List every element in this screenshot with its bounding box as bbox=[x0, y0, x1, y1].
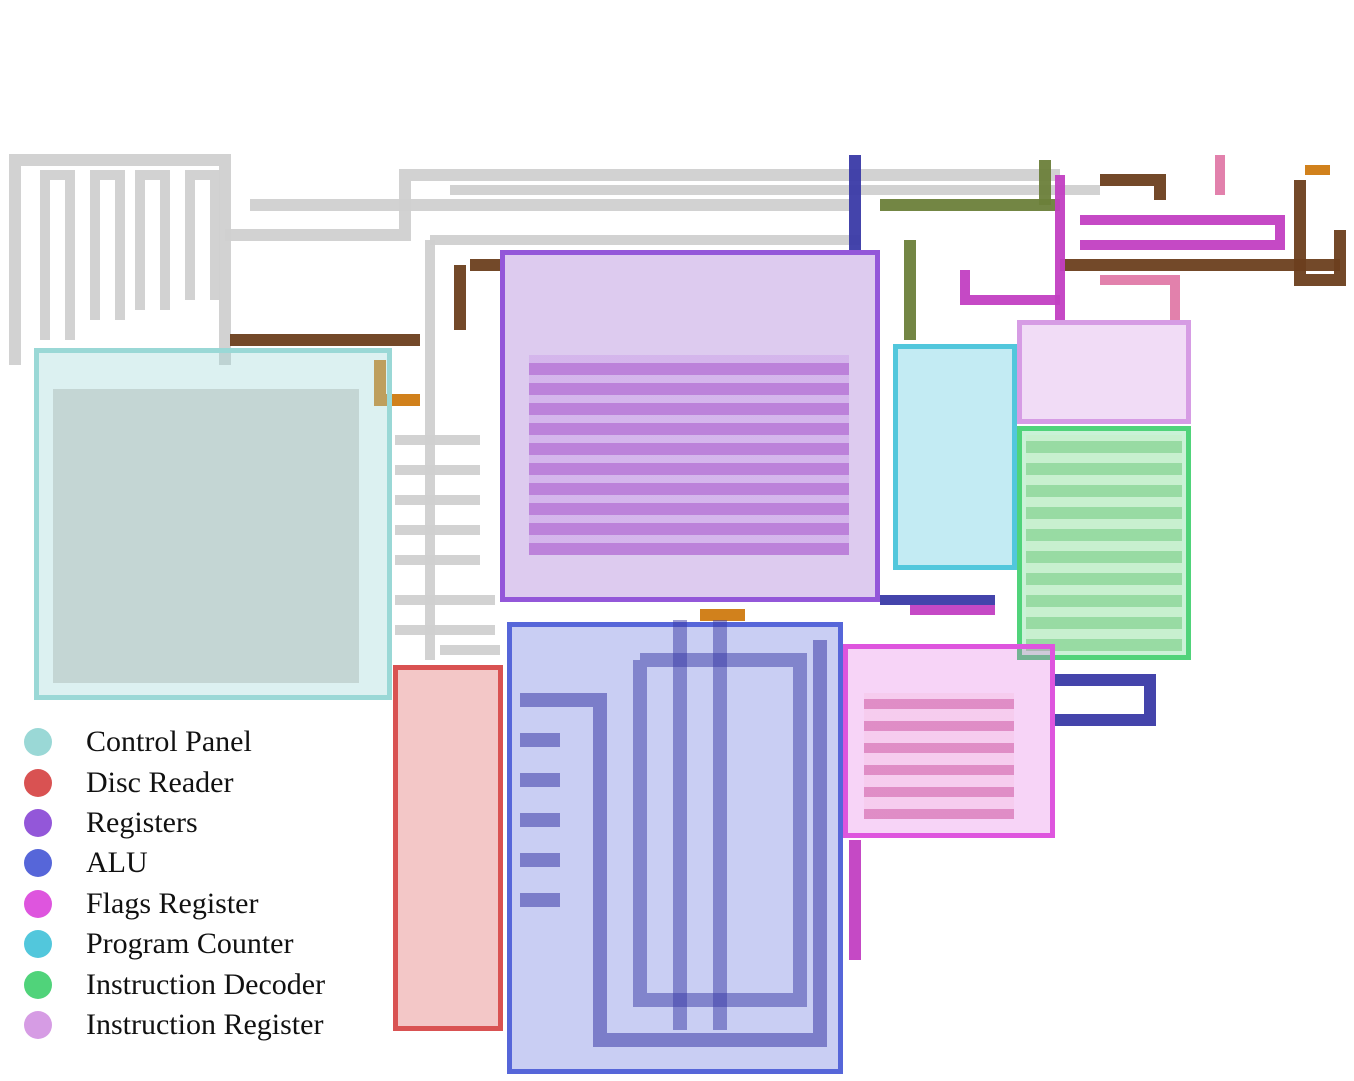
legend-label: ALU bbox=[86, 846, 148, 880]
legend-label: Control Panel bbox=[86, 725, 252, 759]
legend-swatch bbox=[24, 889, 52, 918]
legend-swatch bbox=[24, 768, 52, 797]
wire-segment bbox=[90, 170, 125, 320]
program-counter-region bbox=[893, 344, 1017, 570]
legend-label: Program Counter bbox=[86, 927, 294, 961]
legend-item-program-counter: Program Counter bbox=[24, 924, 325, 964]
legend-item-instruction-decoder: Instruction Decoder bbox=[24, 964, 325, 1004]
legend-item-alu: ALU bbox=[24, 843, 325, 883]
wire-segment bbox=[374, 360, 420, 406]
flags-register-region bbox=[843, 644, 1055, 838]
legend-label: Flags Register bbox=[86, 886, 259, 920]
legend-label: Registers bbox=[86, 805, 198, 839]
control-panel-screen bbox=[53, 389, 359, 683]
flags-rows bbox=[864, 693, 1014, 819]
wire-segment bbox=[185, 170, 220, 300]
wire-segment bbox=[1100, 275, 1180, 320]
legend-swatch bbox=[24, 970, 52, 999]
legend-label: Disc Reader bbox=[86, 765, 234, 799]
legend-item-control-panel: Control Panel bbox=[24, 722, 325, 762]
legend-swatch bbox=[24, 728, 52, 757]
wire-segment bbox=[40, 170, 75, 340]
registers-grid bbox=[529, 355, 849, 555]
legend-swatch bbox=[24, 808, 52, 837]
instruction-decoder-region bbox=[1017, 426, 1191, 660]
wire-segment bbox=[1100, 174, 1166, 200]
legend-swatch bbox=[24, 930, 52, 959]
legend-label: Instruction Decoder bbox=[86, 967, 326, 1001]
wire-segment bbox=[135, 170, 170, 310]
alu-wire-segment bbox=[633, 653, 807, 1007]
legend-swatch bbox=[24, 849, 52, 878]
wire-segment bbox=[1055, 674, 1156, 726]
disc-reader-region bbox=[393, 665, 503, 1031]
legend-item-flags-register: Flags Register bbox=[24, 884, 325, 924]
legend: Control Panel Disc Reader Registers ALU … bbox=[24, 722, 325, 1045]
control-panel-region bbox=[34, 348, 392, 700]
wire-segment bbox=[1080, 215, 1285, 250]
alu-wire-segment bbox=[520, 640, 827, 1047]
legend-item-instruction-register: Instruction Register bbox=[24, 1005, 325, 1045]
legend-item-disc-reader: Disc Reader bbox=[24, 762, 325, 802]
wire-segment bbox=[9, 154, 231, 365]
legend-swatch bbox=[24, 1010, 52, 1039]
instruction-register-region bbox=[1017, 320, 1191, 424]
wire-segment bbox=[960, 270, 1060, 305]
legend-label: Instruction Register bbox=[86, 1007, 324, 1041]
wire-segment bbox=[1294, 180, 1346, 286]
legend-item-registers: Registers bbox=[24, 803, 325, 843]
registers-region bbox=[500, 250, 880, 602]
decoder-rows bbox=[1026, 435, 1182, 651]
